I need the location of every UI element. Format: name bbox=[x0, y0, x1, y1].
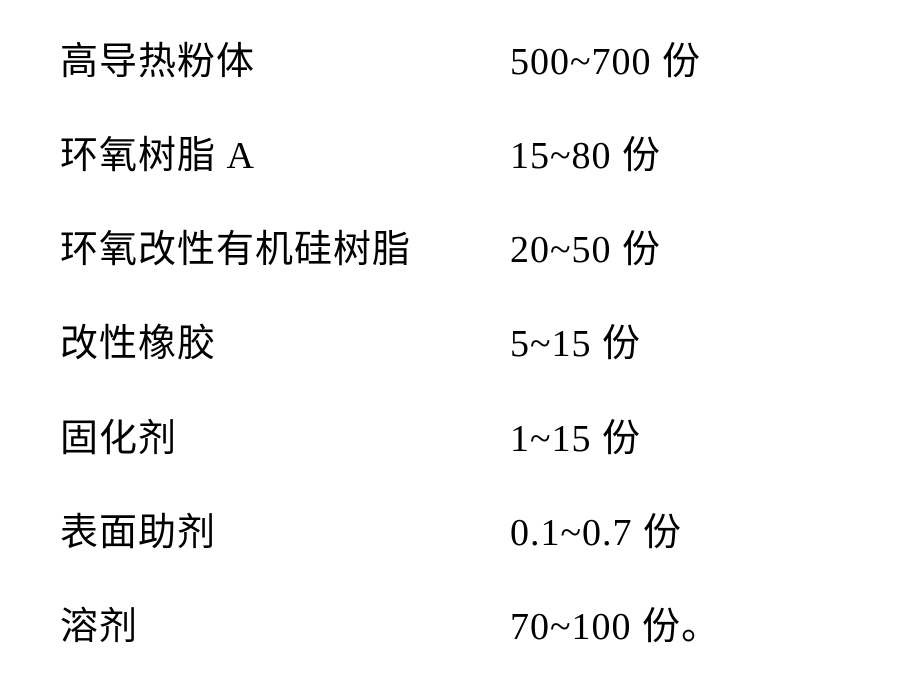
ingredient-row: 环氧树脂 A 15~80 份 bbox=[60, 124, 855, 179]
ingredient-amount: 0.1~0.7 份 bbox=[510, 501, 682, 556]
ingredient-list: 高导热粉体 500~700 份 环氧树脂 A 15~80 份 环氧改性有机硅树脂… bbox=[60, 30, 855, 650]
ingredient-row: 改性橡胶 5~15 份 bbox=[60, 312, 855, 367]
ingredient-amount: 70~100 份 bbox=[510, 595, 681, 650]
ingredient-name: 溶剂 bbox=[60, 595, 510, 650]
ingredient-name: 表面助剂 bbox=[60, 501, 510, 556]
ingredient-row: 环氧改性有机硅树脂 20~50 份 bbox=[60, 218, 855, 273]
ingredient-amount: 1~15 份 bbox=[510, 407, 641, 462]
ingredient-amount: 5~15 份 bbox=[510, 312, 641, 367]
ingredient-amount: 20~50 份 bbox=[510, 218, 661, 273]
ingredient-row: 高导热粉体 500~700 份 bbox=[60, 30, 855, 85]
ingredient-name: 高导热粉体 bbox=[60, 30, 510, 85]
ingredient-amount: 15~80 份 bbox=[510, 124, 661, 179]
ingredient-name: 环氧树脂 A bbox=[60, 124, 510, 179]
ingredient-name: 固化剂 bbox=[60, 407, 510, 462]
ingredient-name: 环氧改性有机硅树脂 bbox=[60, 218, 510, 273]
trailing-period: 。 bbox=[681, 595, 719, 650]
ingredient-row: 溶剂 70~100 份 。 bbox=[60, 595, 855, 650]
ingredient-row: 表面助剂 0.1~0.7 份 bbox=[60, 501, 855, 556]
ingredient-amount: 500~700 份 bbox=[510, 30, 701, 85]
ingredient-row: 固化剂 1~15 份 bbox=[60, 407, 855, 462]
ingredient-name: 改性橡胶 bbox=[60, 312, 510, 367]
